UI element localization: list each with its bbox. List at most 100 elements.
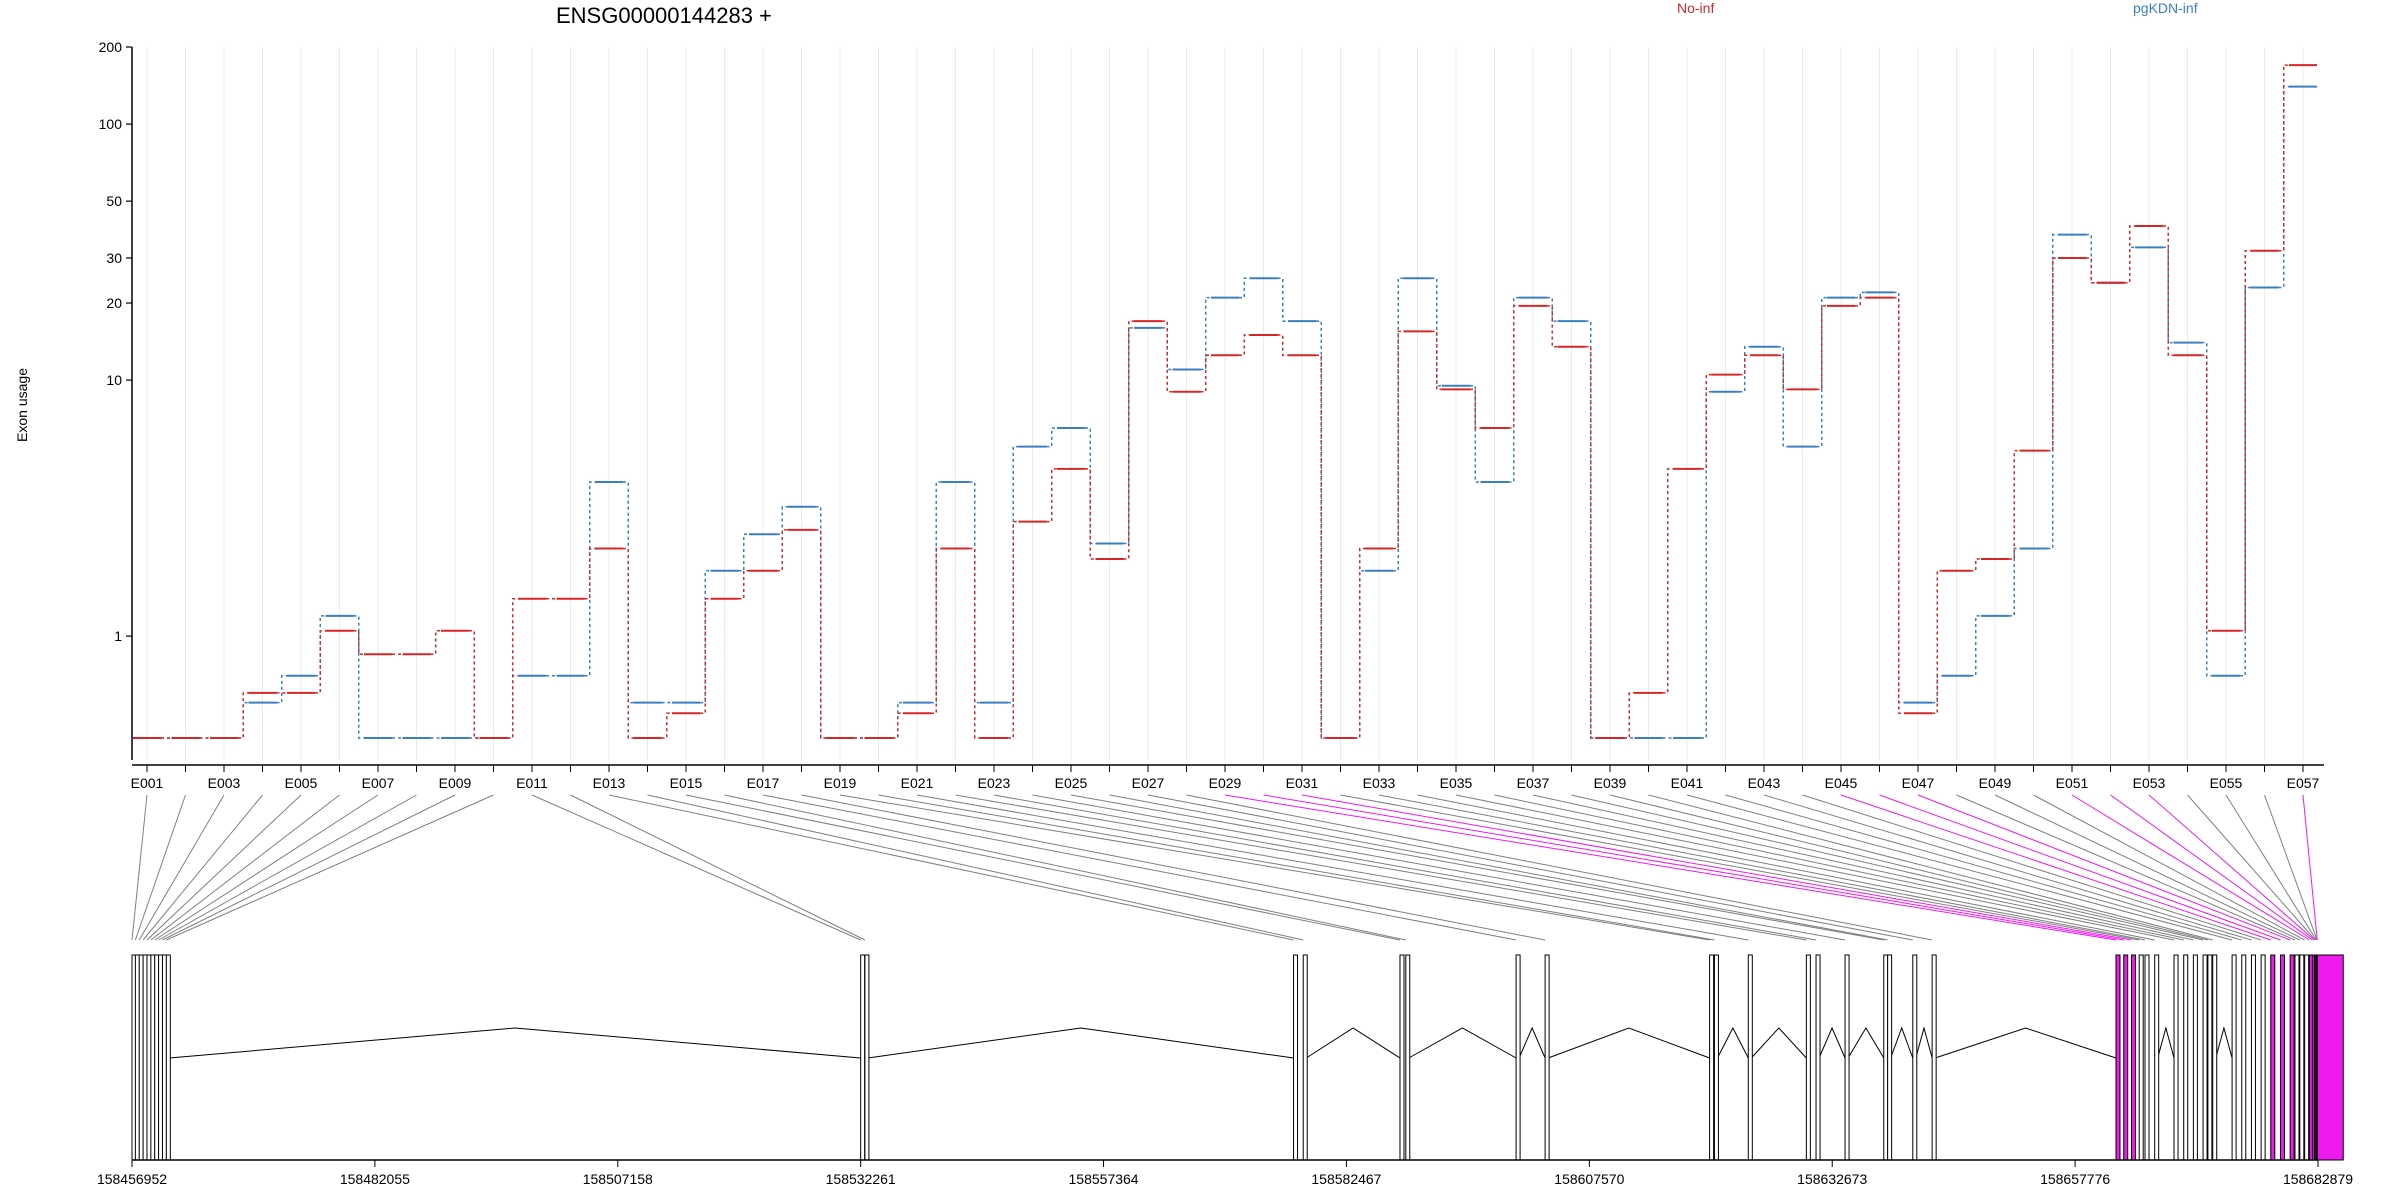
step-connector (584, 547, 595, 600)
step-connector (507, 597, 518, 739)
exon-block (2207, 954, 2213, 1161)
step-connector (238, 701, 249, 739)
step-connector (1277, 334, 1288, 357)
exon-block (1709, 954, 1715, 1161)
exon-block (2316, 954, 2344, 1161)
exon-link (1032, 794, 1846, 941)
step-connector (2278, 85, 2289, 289)
x-tick-label: E023 (978, 775, 1011, 791)
exon-block (1399, 954, 1405, 1161)
exon-block (2115, 954, 2121, 1161)
exon-block (2250, 954, 2256, 1161)
step-connector (738, 533, 749, 572)
exon-link (1763, 794, 2252, 941)
step-connector (1046, 468, 1057, 523)
exon-link (1263, 794, 2124, 941)
step-connector (1547, 296, 1558, 322)
intron (1847, 1027, 1885, 1059)
step-connector (623, 547, 634, 739)
step-connector (2009, 547, 2020, 617)
exon-link (142, 794, 263, 941)
exon-link (1186, 794, 1933, 941)
exon-link (150, 794, 340, 941)
genomic-tick-label: 158532261 (826, 1171, 896, 1187)
intron (867, 1027, 1294, 1059)
series-group (133, 64, 2317, 739)
x-tick-label: E009 (439, 775, 472, 791)
step-connector (276, 675, 287, 704)
intron (169, 1027, 861, 1059)
exon-block (2241, 954, 2247, 1161)
legend-pgkdn-inf: pgKDN-inf (2133, 0, 2198, 16)
vertical-grid (146, 47, 2304, 760)
y-tick-label: 1 (114, 628, 122, 644)
step-connector (700, 570, 711, 704)
genomic-tick-label: 158557364 (1069, 1171, 1139, 1187)
exon-link (1571, 794, 2204, 941)
exon-block (2173, 954, 2179, 1161)
exon-link (1417, 794, 2155, 941)
exon-link (647, 794, 1304, 941)
exon-block (2299, 954, 2305, 1161)
x-tick-label: E001 (131, 775, 164, 791)
exon-block (864, 954, 870, 1161)
x-tick-label: E055 (2210, 775, 2243, 791)
step-connector (1585, 345, 1596, 739)
step-connector (1970, 615, 1981, 677)
exon-link (158, 794, 417, 941)
exon-block (1844, 954, 1850, 1161)
y-axis: 1 10 20 30 50 100 200 (99, 39, 133, 760)
step-connector (2163, 246, 2174, 344)
step-connector (1855, 291, 1866, 299)
y-tick-label: 50 (106, 193, 122, 209)
intron (1716, 1026, 1749, 1059)
exon-link (1109, 794, 1888, 941)
exon-block (1805, 954, 1811, 1161)
step-connector (1085, 468, 1096, 560)
x-tick-label: E057 (2287, 775, 2320, 791)
step-connector (1701, 373, 1712, 470)
step-connector (469, 629, 480, 739)
exon-block (1887, 954, 1893, 1161)
exon-link (1994, 794, 2301, 941)
y-tick-label: 100 (99, 116, 123, 132)
exon-link (166, 794, 494, 941)
exon-block (2130, 954, 2136, 1161)
exon-block (1293, 954, 1299, 1161)
exon-link (993, 794, 1817, 941)
exon-link (1725, 794, 2242, 941)
step-connector (1239, 277, 1250, 299)
step-connector (2201, 354, 2212, 632)
exon-block (2154, 954, 2160, 1161)
step-connector (1624, 692, 1635, 739)
step-connector (1200, 354, 1211, 393)
exon-link (1378, 794, 2146, 941)
genomic-tick-label: 158582467 (1311, 1171, 1381, 1187)
x-tick-label: E005 (285, 775, 318, 791)
step-connector (1778, 345, 1789, 448)
step-connector (1354, 547, 1365, 739)
step-connector (1431, 277, 1442, 387)
step-connector (1585, 320, 1596, 739)
exon-link (1224, 794, 2117, 941)
exon-block (1747, 954, 1753, 1161)
exon-block (2231, 954, 2237, 1161)
x-tick-label: E035 (1440, 775, 1473, 791)
step-connector (1893, 296, 1904, 714)
step-connector (1547, 305, 1558, 348)
exon-link (134, 794, 186, 941)
x-tick-label: E043 (1748, 775, 1781, 791)
genomic-tick-label: 158607570 (1554, 1171, 1624, 1187)
exon-link (1917, 794, 2291, 941)
exon-link (1802, 794, 2262, 941)
exon-link (2225, 794, 2317, 941)
step-connector (2278, 64, 2289, 252)
step-connector (2163, 225, 2174, 357)
exon-block (1912, 954, 1918, 1161)
step-connector (1778, 354, 1789, 391)
step-connector (1008, 520, 1019, 739)
exon-block (2202, 954, 2208, 1161)
exon-block (2304, 954, 2310, 1161)
exon-link (1648, 794, 2213, 941)
exon-block (1405, 954, 1411, 1161)
